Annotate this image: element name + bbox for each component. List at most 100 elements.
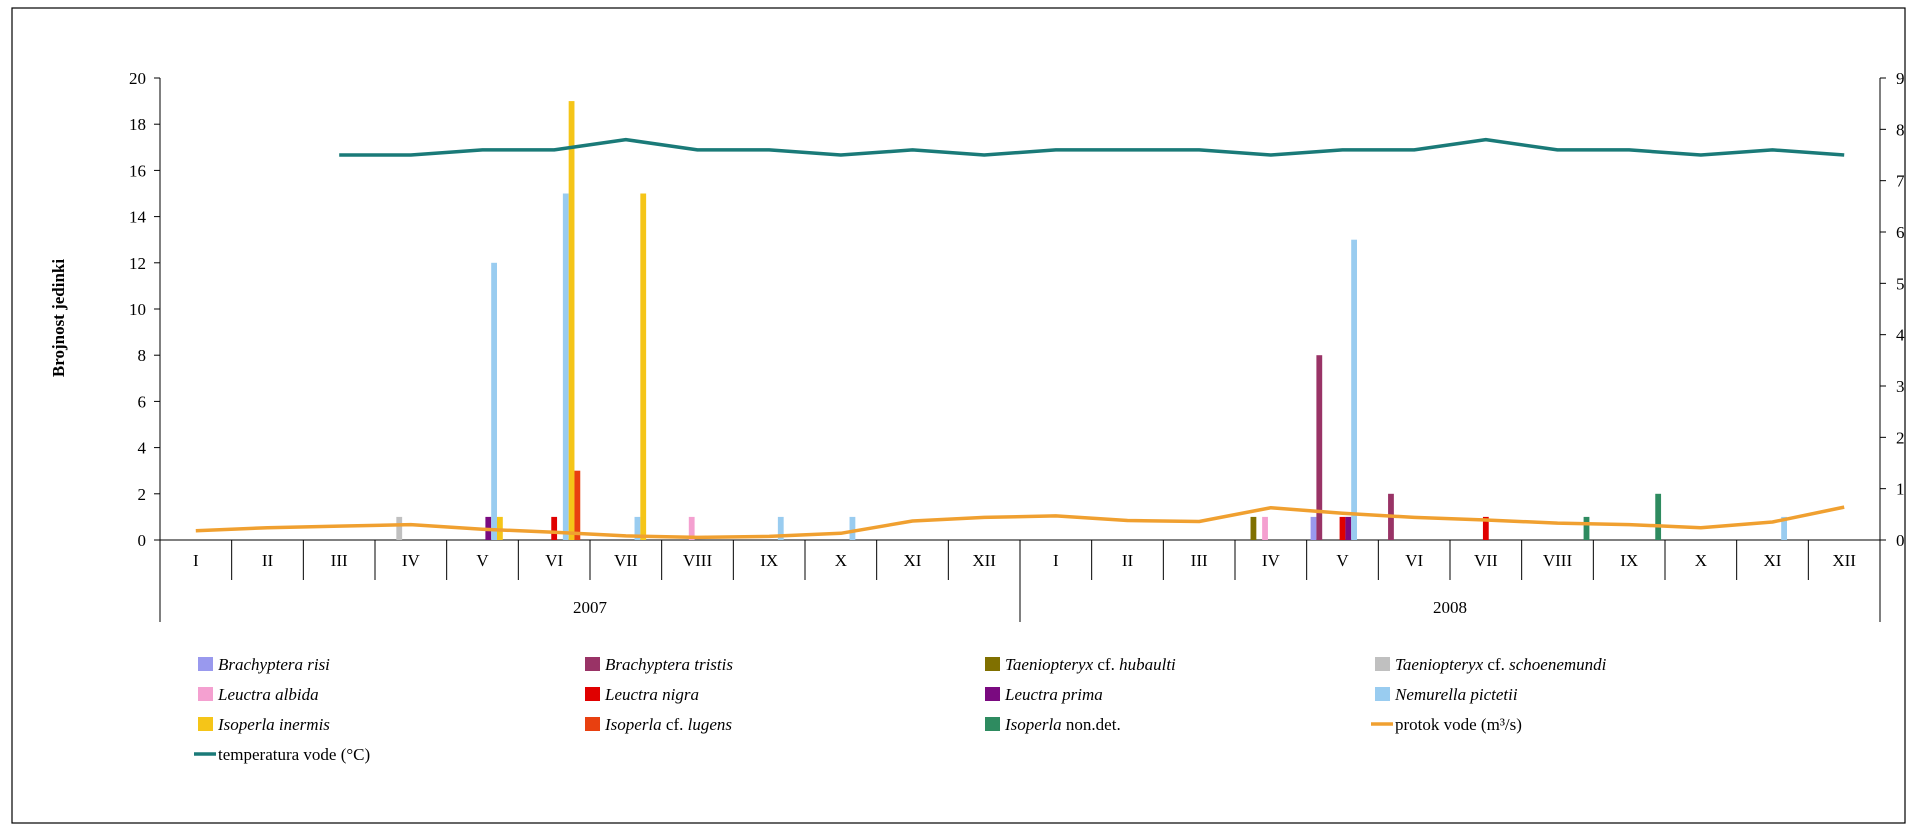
year-label: 2007	[573, 598, 608, 617]
y-tick-label: 0	[138, 531, 147, 550]
x-tick-label: XII	[972, 551, 996, 570]
y-tick-label: 8	[138, 346, 147, 365]
y-tick-label: 10	[129, 300, 146, 319]
y2-tick-label: 1	[1896, 480, 1905, 499]
legend-label: Taeniopteryx cf. hubaulti	[1005, 655, 1176, 674]
y-tick-label: 20	[129, 69, 146, 88]
legend-swatch	[198, 687, 213, 701]
legend-swatch	[1375, 657, 1390, 671]
bar	[688, 516, 695, 540]
legend-label: Brachyptera risi	[218, 655, 330, 674]
bar	[777, 516, 784, 540]
x-tick-label: I	[1053, 551, 1059, 570]
bar	[1339, 516, 1346, 540]
lines-layer	[195, 137, 1845, 540]
y2-tick-label: 2	[1896, 428, 1905, 447]
x-tick-label: V	[1336, 551, 1349, 570]
x-tick-label: XII	[1832, 551, 1856, 570]
x-tick-label: IX	[760, 551, 778, 570]
bar	[562, 193, 569, 540]
x-tick-label: III	[331, 551, 348, 570]
x-tick-label: VIII	[683, 551, 713, 570]
x-tick-label: IV	[402, 551, 421, 570]
x-tick-label: VIII	[1543, 551, 1573, 570]
y2-tick-label: 3	[1896, 377, 1905, 396]
legend: Brachyptera risi Brachyptera tristis Taeni…	[194, 655, 1607, 764]
legend-swatch	[198, 657, 213, 671]
bars-layer	[396, 101, 1787, 540]
y2-tick-label: 7	[1896, 172, 1905, 191]
legend-label: Leuctra albida	[217, 685, 319, 704]
y2-tick-label: 6	[1896, 223, 1905, 242]
x-tick-label: II	[1122, 551, 1134, 570]
legend-label: Isoperla cf. lugens	[604, 715, 732, 734]
x-tick-label: X	[835, 551, 847, 570]
bar	[634, 516, 641, 540]
bar	[551, 516, 558, 540]
series-line	[339, 137, 1845, 157]
legend-label: Brachyptera tristis	[605, 655, 733, 674]
legend-label: Leuctra nigra	[604, 685, 699, 704]
y2-tick-label: 5	[1896, 274, 1905, 293]
bar	[640, 193, 647, 540]
y-tick-label: 18	[129, 115, 146, 134]
bar	[1310, 516, 1317, 540]
x-tick-label: III	[1191, 551, 1208, 570]
y-tick-label: 14	[129, 208, 147, 227]
bar	[568, 101, 575, 540]
legend-swatch	[198, 717, 213, 731]
bar	[1345, 516, 1352, 540]
legend-swatch	[1375, 687, 1390, 701]
legend-label: protok vode (m³/s)	[1395, 715, 1522, 734]
x-tick-label: VI	[545, 551, 563, 570]
y-tick-label: 4	[138, 439, 147, 458]
x-tick-label: VII	[1474, 551, 1498, 570]
x-tick-label: IV	[1262, 551, 1281, 570]
year-label: 2008	[1433, 598, 1467, 617]
y2-tick-label: 9	[1896, 69, 1905, 88]
legend-label: Isoperla inermis	[217, 715, 330, 734]
x-tick-label: V	[476, 551, 489, 570]
bar	[396, 516, 403, 540]
legend-label: Nemurella pictetii	[1394, 685, 1518, 704]
x-tick-label: X	[1695, 551, 1707, 570]
bar	[1316, 355, 1323, 540]
legend-swatch	[585, 717, 600, 731]
bar	[491, 262, 497, 540]
bar	[1351, 239, 1357, 540]
legend-swatch	[585, 687, 600, 701]
legend-swatch	[585, 657, 600, 671]
series-line	[195, 505, 1845, 540]
y-tick-label: 6	[138, 392, 147, 411]
y-tick-label: 12	[129, 254, 146, 273]
x-tick-label: II	[262, 551, 274, 570]
bar	[1482, 516, 1489, 540]
bar	[849, 516, 856, 540]
y2-tick-label: 4	[1896, 326, 1905, 345]
x-tick-label: IX	[1620, 551, 1638, 570]
axes-layer	[154, 77, 1886, 622]
legend-swatch	[985, 717, 1000, 731]
bar	[1583, 516, 1590, 540]
x-tick-label: VII	[614, 551, 638, 570]
legend-label: Taeniopteryx cf. schoenemundi	[1395, 655, 1607, 674]
y-tick-label: 16	[129, 161, 146, 180]
legend-label: Isoperla non.det.	[1004, 715, 1121, 734]
y-axis-title: Brojnost jedinki	[49, 259, 68, 378]
x-tick-label: VI	[1405, 551, 1423, 570]
bar	[1262, 516, 1268, 540]
chart-border	[11, 7, 1906, 824]
x-tick-label: XI	[1764, 551, 1782, 570]
legend-swatch	[985, 687, 1000, 701]
legend-label: Leuctra prima	[1004, 685, 1103, 704]
y-tick-label: 2	[138, 485, 147, 504]
legend-swatch	[985, 657, 1000, 671]
bar	[1250, 516, 1257, 540]
y2-tick-label: 0	[1896, 531, 1905, 550]
y2-tick-label: 8	[1896, 120, 1905, 139]
x-tick-label: XI	[904, 551, 922, 570]
bar	[1781, 516, 1787, 540]
bar	[574, 470, 581, 540]
